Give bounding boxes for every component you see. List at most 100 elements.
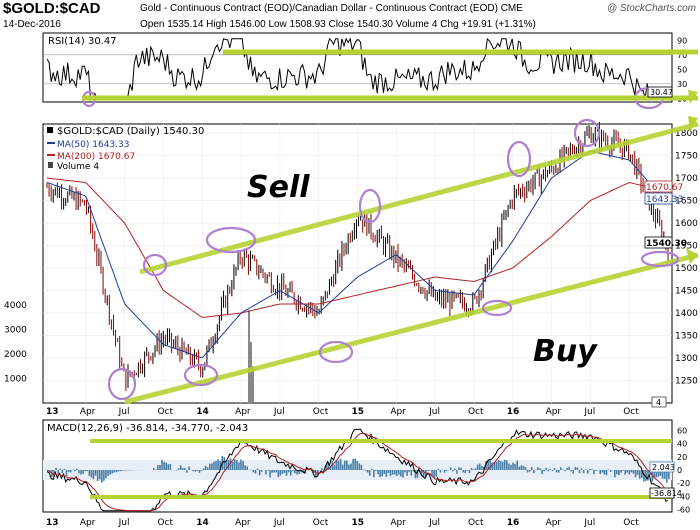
- histogram-bar: [501, 461, 504, 470]
- histogram-bar: [348, 464, 350, 470]
- histogram-bar: [294, 470, 296, 474]
- histogram-bar: [290, 470, 292, 476]
- histogram-bar: [393, 470, 396, 475]
- histogram-bar: [468, 470, 471, 474]
- histogram-bar: [273, 470, 275, 473]
- price-tick-label: 1800: [675, 129, 698, 139]
- histogram-bar: [445, 470, 448, 472]
- volume-bar: [250, 341, 252, 403]
- histogram-bar: [314, 470, 317, 477]
- x-axis-label: 13: [46, 407, 59, 417]
- histogram-bar: [458, 467, 460, 470]
- histogram-bar: [449, 467, 452, 470]
- histogram-bar: [643, 470, 645, 482]
- histogram-bar: [437, 468, 440, 470]
- histogram-bar: [161, 459, 163, 470]
- legend-ma200: MA(200) 1670.67: [57, 152, 135, 162]
- histogram-bar: [524, 467, 527, 470]
- histogram-bar: [182, 467, 184, 470]
- source-credit: @ StockCharts.com: [606, 3, 696, 14]
- pivot-circle: [506, 140, 532, 178]
- histogram-bar: [111, 470, 113, 474]
- histogram-bar: [206, 467, 209, 470]
- macd-x-axis-label: 16: [507, 518, 520, 528]
- macd-x-axis-label: Oct: [157, 518, 173, 528]
- histogram-bar: [57, 470, 59, 474]
- macd-tags: 2.043 -36.814: [649, 461, 682, 499]
- histogram-bar: [512, 462, 514, 470]
- histogram-bar: [545, 467, 548, 470]
- histogram-bar: [454, 468, 456, 470]
- histogram-bar: [607, 469, 610, 470]
- histogram-bar: [177, 468, 180, 470]
- histogram-bar: [557, 470, 560, 473]
- histogram-bar: [194, 470, 197, 472]
- buy-arrowhead: [686, 248, 698, 264]
- histogram-bar: [514, 463, 516, 470]
- histogram-bar: [645, 470, 647, 481]
- histogram-bar: [452, 470, 454, 472]
- histogram-bar: [186, 470, 188, 473]
- histogram-bar: [580, 468, 583, 470]
- sell-channel-line: [139, 121, 699, 275]
- rsi-tick-label: 90: [677, 36, 687, 45]
- pivot-circle: [318, 340, 354, 364]
- histogram-bar: [69, 470, 72, 473]
- histogram-bar: [456, 470, 458, 474]
- x-axis-label: 16: [507, 407, 520, 417]
- histogram-bar: [184, 467, 186, 470]
- histogram-bar: [335, 460, 338, 470]
- ma50-line: [46, 150, 669, 359]
- histogram-bar: [163, 461, 165, 470]
- histogram-bar: [489, 460, 491, 470]
- histogram-bar: [462, 470, 464, 473]
- histogram-bar: [368, 470, 371, 476]
- macd-x-axis-label: 13: [46, 518, 59, 528]
- x-axis-label: 14: [196, 407, 209, 417]
- macd-x-axis-label: Jul: [583, 518, 595, 528]
- histogram-bar: [115, 470, 118, 472]
- histogram-bar: [439, 470, 442, 473]
- price-tick-label: 1550: [675, 242, 698, 252]
- histogram-bar: [63, 468, 66, 470]
- volume-tick-label: 2000: [4, 350, 27, 360]
- histogram-bar: [564, 470, 566, 472]
- histogram-bar: [528, 470, 531, 472]
- histogram-bar: [233, 459, 236, 470]
- histogram-bar: [76, 468, 78, 470]
- histogram-bar: [508, 463, 510, 470]
- histogram-bar: [628, 470, 631, 475]
- histogram-bar: [555, 470, 558, 473]
- histogram-bar: [333, 465, 336, 470]
- histogram-bar: [53, 470, 55, 476]
- histogram-bar: [395, 470, 398, 477]
- histogram-bar: [65, 470, 68, 477]
- pivot-circle: [640, 250, 680, 268]
- histogram-bar: [420, 470, 423, 477]
- histogram-bar: [522, 465, 525, 470]
- histogram-bar: [574, 466, 577, 470]
- price-tick-label: 1450: [675, 287, 698, 297]
- histogram-bar: [614, 470, 616, 478]
- histogram-bar: [258, 470, 261, 476]
- histogram-bar: [275, 470, 278, 473]
- histogram-bar: [464, 470, 467, 474]
- histogram-bar: [229, 458, 232, 470]
- histogram-bar: [325, 464, 327, 470]
- histogram-bar: [209, 463, 211, 470]
- volume-bar: [252, 366, 254, 403]
- histogram-bar: [412, 470, 415, 472]
- histogram-bar: [49, 470, 51, 472]
- volume-ticks: 4000 3000 2000 1000: [4, 301, 27, 384]
- histogram-bar: [655, 470, 658, 478]
- histogram-bar: [499, 460, 502, 470]
- histogram-bar: [238, 462, 240, 470]
- histogram-bar: [599, 470, 602, 475]
- chart-date: 14-Dec-2016: [3, 19, 61, 30]
- pivot-circle: [481, 299, 513, 317]
- histogram-bar: [433, 470, 435, 478]
- histogram-bar: [487, 459, 489, 470]
- histogram-bar: [254, 470, 257, 474]
- histogram-bar: [364, 470, 367, 471]
